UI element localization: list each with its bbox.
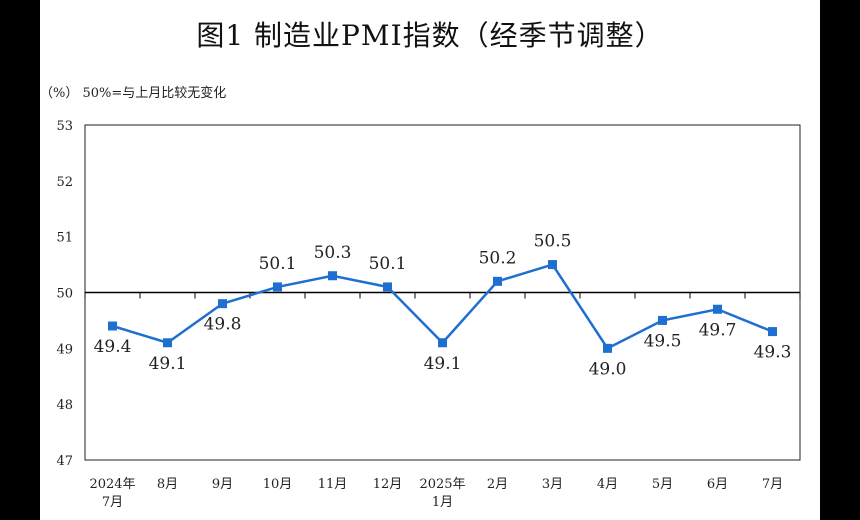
- data-label: 50.1: [369, 254, 407, 274]
- line-chart: 47 48 49 50 51 52 53 49.4 49.1 49.8 50.1 50.3 50.1 49…: [56, 119, 801, 510]
- data-point: [548, 260, 557, 270]
- data-label: 49.0: [589, 359, 627, 379]
- x-tick-label: 2月: [487, 477, 508, 492]
- y-tick-label: 48: [56, 398, 73, 413]
- data-point: [713, 304, 722, 314]
- data-point: [493, 276, 502, 286]
- x-tick-label: 7月: [102, 495, 123, 510]
- data-point: [328, 271, 337, 281]
- data-label: 50.5: [534, 232, 572, 252]
- data-label: 49.1: [149, 354, 187, 374]
- data-point: [603, 343, 612, 353]
- data-label: 49.7: [699, 320, 737, 340]
- unit-note: （%） 50%=与上月比较无变化: [40, 86, 227, 101]
- x-tick-label: 12月: [373, 477, 403, 492]
- data-point: [163, 338, 172, 348]
- data-label: 50.3: [314, 243, 352, 263]
- y-tick-label: 52: [56, 175, 73, 190]
- y-tick-label: 50: [56, 287, 73, 302]
- x-tick-label: 1月: [432, 495, 453, 510]
- y-tick-label: 51: [56, 231, 73, 246]
- data-point: [768, 327, 777, 337]
- x-tick-label: 2025年: [419, 477, 465, 492]
- x-tick-label: 9月: [212, 477, 233, 492]
- x-tick-label: 2024年: [89, 477, 135, 492]
- data-label: 49.1: [424, 354, 462, 374]
- x-tick-label: 5月: [652, 477, 673, 492]
- data-point: [108, 321, 117, 331]
- x-tick-label: 10月: [263, 477, 293, 492]
- data-label: 49.8: [204, 315, 242, 335]
- chart-title: 图1 制造业PMI指数（经季节调整）: [196, 19, 664, 52]
- data-point: [218, 299, 227, 309]
- x-tick-label: 4月: [597, 477, 618, 492]
- x-tick-label: 3月: [542, 477, 563, 492]
- x-tick-label: 11月: [318, 477, 348, 492]
- data-point: [383, 282, 392, 292]
- data-label: 50.1: [259, 254, 297, 274]
- data-label: 49.4: [94, 337, 132, 357]
- data-label: 50.2: [479, 248, 517, 268]
- chart-card: 图1 制造业PMI指数（经季节调整） （%） 50%=与上月比较无变化 47 48…: [40, 0, 820, 520]
- x-tick-label: 8月: [157, 477, 178, 492]
- y-tick-label: 49: [56, 342, 73, 357]
- data-label: 49.3: [754, 343, 792, 363]
- y-tick-label: 47: [56, 454, 73, 469]
- data-point: [438, 338, 447, 348]
- x-tick-label: 7月: [762, 477, 783, 492]
- data-label: 49.5: [644, 331, 682, 351]
- x-tick-label: 6月: [707, 477, 728, 492]
- data-point: [273, 282, 282, 292]
- y-tick-label: 53: [56, 119, 73, 134]
- data-point: [658, 315, 667, 325]
